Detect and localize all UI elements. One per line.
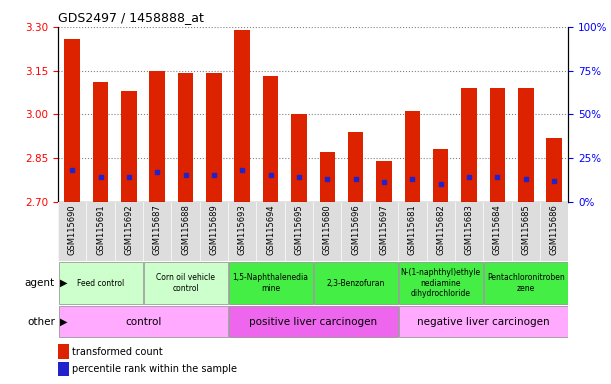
Text: 2,3-Benzofuran: 2,3-Benzofuran (326, 279, 385, 288)
Text: positive liver carcinogen: positive liver carcinogen (249, 316, 377, 327)
Bar (59, 262, 142, 304)
Text: GSM115697: GSM115697 (379, 205, 389, 255)
Bar (546, 137, 562, 202)
Bar (433, 149, 448, 202)
Bar (489, 88, 505, 202)
Bar (150, 71, 165, 202)
Text: negative liver carcinogen: negative liver carcinogen (417, 316, 549, 327)
Text: GSM115694: GSM115694 (266, 205, 275, 255)
Text: transformed count: transformed count (72, 347, 163, 357)
Text: GSM115680: GSM115680 (323, 205, 332, 255)
Bar (229, 306, 398, 337)
Bar (320, 152, 335, 202)
Bar (93, 82, 108, 202)
Text: ▶: ▶ (60, 278, 67, 288)
Text: 1,5-Naphthalenedia
mine: 1,5-Naphthalenedia mine (233, 273, 309, 293)
Text: GSM115687: GSM115687 (153, 205, 162, 255)
Text: GSM115695: GSM115695 (295, 205, 304, 255)
Text: GSM115685: GSM115685 (521, 205, 530, 255)
Bar (206, 73, 222, 202)
Text: Corn oil vehicle
control: Corn oil vehicle control (156, 273, 215, 293)
Bar (263, 76, 279, 202)
Text: GSM115688: GSM115688 (181, 205, 190, 255)
Text: GSM115686: GSM115686 (549, 205, 558, 255)
Text: Pentachloronitroben
zene: Pentachloronitroben zene (487, 273, 565, 293)
Bar (178, 73, 194, 202)
Text: GSM115681: GSM115681 (408, 205, 417, 255)
Text: GSM115689: GSM115689 (210, 205, 219, 255)
Bar (404, 111, 420, 202)
Text: GSM115692: GSM115692 (125, 205, 133, 255)
Bar (291, 114, 307, 202)
Text: GSM115690: GSM115690 (68, 205, 77, 255)
Text: GSM115693: GSM115693 (238, 205, 247, 255)
Bar (121, 91, 137, 202)
Text: GSM115691: GSM115691 (96, 205, 105, 255)
Bar (229, 262, 313, 304)
Text: other: other (27, 316, 55, 327)
Text: GSM115683: GSM115683 (464, 205, 474, 255)
Text: agent: agent (25, 278, 55, 288)
Text: GSM115684: GSM115684 (493, 205, 502, 255)
Bar (518, 88, 533, 202)
Text: ▶: ▶ (60, 316, 67, 327)
Bar (399, 306, 568, 337)
Text: N-(1-naphthyl)ethyle
nediamine
dihydrochloride: N-(1-naphthyl)ethyle nediamine dihydroch… (401, 268, 481, 298)
Bar (313, 262, 398, 304)
Bar (484, 262, 568, 304)
Text: percentile rank within the sample: percentile rank within the sample (72, 364, 237, 374)
Bar (64, 38, 80, 202)
Text: GDS2497 / 1458888_at: GDS2497 / 1458888_at (58, 11, 204, 24)
Bar (376, 161, 392, 202)
Bar (59, 306, 227, 337)
Bar (144, 262, 227, 304)
Bar (235, 30, 250, 202)
Text: control: control (125, 316, 161, 327)
Bar (348, 132, 364, 202)
Text: GSM115682: GSM115682 (436, 205, 445, 255)
Text: GSM115696: GSM115696 (351, 205, 360, 255)
Text: Feed control: Feed control (77, 279, 124, 288)
Bar (399, 262, 483, 304)
Bar (461, 88, 477, 202)
